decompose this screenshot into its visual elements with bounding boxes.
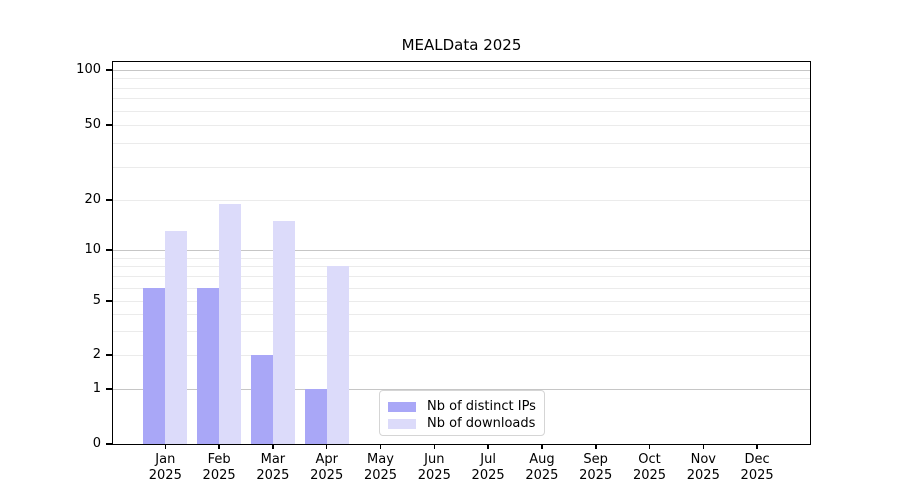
legend-swatch-downloads-icon <box>388 418 416 429</box>
x-tick-label: Nov 2025 <box>686 452 720 483</box>
y-tick-mark <box>106 300 112 302</box>
minor-gridline <box>113 125 810 126</box>
x-tick-label: Jan 2025 <box>148 452 182 483</box>
bar-downloads <box>165 231 188 444</box>
x-tick-label: May 2025 <box>363 452 398 483</box>
y-tick-label: 1 <box>92 381 101 396</box>
minor-gridline <box>113 287 810 289</box>
bar-distinct-ips <box>143 287 166 444</box>
y-tick-mark <box>106 69 112 71</box>
legend: Nb of distinct IPs Nb of downloads <box>379 390 545 436</box>
minor-gridline <box>113 355 810 356</box>
legend-entry-distinct-ips: Nb of distinct IPs <box>388 398 536 415</box>
minor-gridline <box>113 301 810 302</box>
x-tick-mark <box>433 444 436 449</box>
x-tick-mark <box>648 444 651 449</box>
minor-gridline <box>113 257 810 259</box>
x-tick-label: Jun 2025 <box>417 452 451 483</box>
x-tick-mark <box>379 444 382 449</box>
minor-gridline <box>113 78 810 80</box>
x-tick-label: Dec 2025 <box>740 452 774 483</box>
x-tick-mark <box>164 444 167 449</box>
minor-gridline <box>113 110 810 112</box>
bar-distinct-ips <box>304 389 327 444</box>
bar-downloads <box>326 266 349 444</box>
y-tick-label: 0 <box>92 436 101 451</box>
x-tick-label: Mar 2025 <box>256 452 290 483</box>
chart-title: MEALData 2025 <box>401 36 522 54</box>
major-gridline <box>113 250 810 251</box>
x-tick-mark <box>756 444 758 449</box>
x-tick-mark <box>218 444 220 449</box>
y-tick-label: 100 <box>76 62 101 77</box>
bar-distinct-ips <box>197 287 220 444</box>
x-tick-mark <box>325 444 328 449</box>
x-tick-mark <box>487 444 489 449</box>
x-tick-mark <box>541 444 543 449</box>
x-tick-label: Apr 2025 <box>310 452 344 483</box>
y-tick-mark <box>106 354 112 356</box>
minor-gridline <box>113 331 810 333</box>
minor-gridline <box>113 314 810 316</box>
minor-gridline <box>113 166 810 168</box>
legend-label-distinct-ips: Nb of distinct IPs <box>427 399 536 414</box>
y-tick-mark <box>106 199 112 201</box>
minor-gridline <box>113 200 810 201</box>
minor-gridline <box>113 266 810 268</box>
bar-downloads <box>272 220 295 444</box>
x-tick-mark <box>702 444 704 449</box>
major-gridline <box>113 70 810 71</box>
x-tick-mark <box>272 444 274 449</box>
legend-swatch-distinct-ips-icon <box>388 401 416 412</box>
major-gridline <box>113 389 810 390</box>
y-tick-mark <box>106 249 112 251</box>
minor-gridline <box>113 143 810 145</box>
plot-area <box>113 62 810 444</box>
minor-gridline <box>113 98 810 100</box>
x-tick-mark <box>595 444 597 449</box>
minor-gridline <box>113 276 810 278</box>
y-tick-mark <box>106 443 112 445</box>
legend-label-downloads: Nb of downloads <box>427 416 536 431</box>
legend-entry-downloads: Nb of downloads <box>388 415 536 432</box>
x-tick-label: Oct 2025 <box>632 452 667 483</box>
y-tick-label: 50 <box>84 117 101 132</box>
x-tick-label: Sep 2025 <box>579 452 613 483</box>
y-tick-label: 2 <box>92 347 101 362</box>
y-tick-label: 20 <box>84 192 101 207</box>
bar-downloads <box>219 203 242 444</box>
y-tick-label: 10 <box>84 242 101 257</box>
minor-gridline <box>113 87 810 89</box>
y-tick-mark <box>106 124 112 126</box>
y-tick-label: 5 <box>92 293 101 308</box>
x-tick-label: Jul 2025 <box>471 452 505 483</box>
bar-distinct-ips <box>250 355 273 444</box>
y-tick-mark <box>106 388 112 390</box>
x-tick-label: Aug 2025 <box>525 452 559 483</box>
x-tick-label: Feb 2025 <box>202 452 236 483</box>
